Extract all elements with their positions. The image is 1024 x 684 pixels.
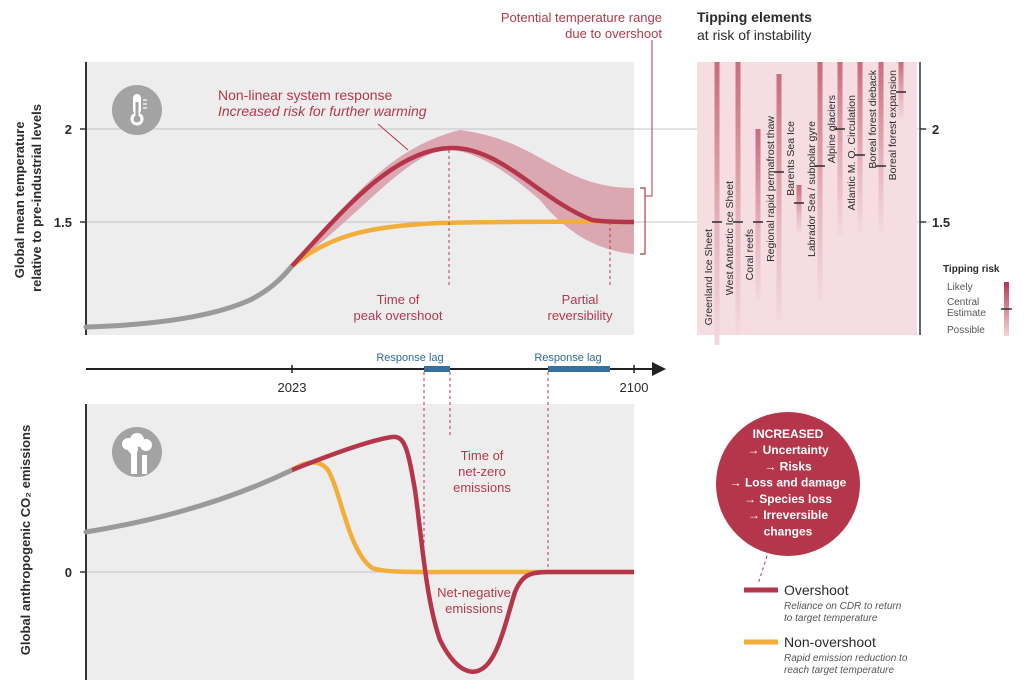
- time-label-2023: 2023: [278, 380, 307, 395]
- net-negative-label-line2: emissions: [445, 601, 503, 616]
- temperature-range-bracket: [640, 187, 646, 255]
- increased-circle-leader: [757, 555, 768, 585]
- peak-overshoot-label-line2: peak overshoot: [354, 308, 443, 323]
- tick-label-zero: 0: [65, 565, 72, 580]
- tipping-risk-title: Tipping risk: [943, 264, 1000, 275]
- tipping-risk-central-line1: Central: [947, 297, 979, 308]
- increased-item: → Uncertainty: [747, 443, 829, 457]
- increased-risks-circle: [716, 412, 860, 556]
- tipping-bar: [898, 62, 904, 120]
- net-zero-label-line3: emissions: [453, 480, 511, 495]
- tipping-element-label: Barents Sea Ice: [785, 121, 797, 196]
- tipping-bar: [714, 62, 720, 345]
- increased-item: changes: [764, 525, 813, 539]
- temperature-range-leader: [645, 40, 653, 197]
- tipping-risk-likely: Likely: [947, 282, 973, 293]
- tipping-bar: [796, 185, 802, 232]
- temperature-range-label-line1: Potential temperature range: [501, 10, 662, 25]
- time-axis-arrowhead: [652, 362, 666, 376]
- tipping-bar: [857, 62, 863, 232]
- temperature-range-label-line2: due to overshoot: [565, 26, 662, 41]
- tipping-tick-label-2: 2: [932, 122, 939, 137]
- increased-items: → Uncertainty → Risks → Loss and damage → S…: [730, 443, 847, 539]
- smokestack-icon: [112, 427, 162, 477]
- nonlinear-response-subtitle: Increased risk for further warming: [218, 103, 427, 119]
- tipping-element-label: Coral reefs: [744, 229, 756, 280]
- tipping-element-label: Atlantic M. O. Circulation: [846, 95, 858, 211]
- tipping-element-label: Boreal forest expansion: [887, 70, 899, 180]
- legend-non-overshoot-label: Non-overshoot: [784, 634, 876, 650]
- increased-item: → Loss and damage: [730, 476, 847, 490]
- tick-label-1-5: 1.5: [54, 215, 72, 230]
- legend-non-overshoot-note-line2: reach target temperature: [784, 665, 894, 676]
- historical-emissions-curve: [83, 467, 295, 535]
- tipping-element-label: Greenland Ice Sheet: [703, 229, 715, 325]
- tick-label-2: 2: [65, 122, 72, 137]
- tipping-element-label: Boreal forest dieback: [867, 69, 879, 168]
- peak-overshoot-label-line1: Time of: [377, 292, 420, 307]
- tipping-bar: [837, 62, 843, 236]
- nonlinear-response-leader: [377, 123, 409, 151]
- tipping-bar: [735, 62, 741, 335]
- overshoot-emissions-curve: [291, 434, 634, 674]
- tipping-element-label: Alpine glaciers: [826, 95, 838, 163]
- overshoot-temperature-curve: [290, 145, 635, 268]
- time-label-2100: 2100: [620, 380, 649, 395]
- partial-reversibility-label-line1: Partial: [562, 292, 599, 307]
- overshoot-range-band: [292, 130, 634, 266]
- response-lag-label-2: Response lag: [534, 352, 601, 364]
- temperature-axis-label: Global mean temperature relative to pre-…: [12, 104, 44, 292]
- legend-overshoot-note-line2: to target temperature: [784, 613, 878, 624]
- emissions-axis-label: Global anthropogenic CO₂ emissions: [18, 425, 33, 655]
- thermometer-icon: [112, 85, 162, 135]
- increased-title: INCREASED: [753, 427, 824, 441]
- historical-temperature-curve: [83, 263, 295, 330]
- response-lag-bar-1: [424, 366, 450, 372]
- partial-reversibility-label-line2: reversibility: [547, 308, 613, 323]
- tipping-bar: [878, 62, 884, 232]
- tipping-elements-subtitle: at risk of instability: [697, 27, 811, 43]
- emissions-panel-background: [86, 404, 634, 680]
- net-zero-label-line1: Time of: [461, 448, 504, 463]
- legend-overshoot-note-line1: Reliance on CDR to return: [784, 601, 902, 612]
- tipping-tick-label-1-5: 1.5: [932, 215, 950, 230]
- tipping-elements-title: Tipping elements: [697, 9, 812, 25]
- increased-item: → Irreversible: [748, 508, 828, 522]
- nonlinear-response-title: Non-linear system response: [218, 87, 393, 103]
- tipping-risk-central-line2: Estimate: [947, 308, 986, 319]
- legend-overshoot-label: Overshoot: [784, 582, 849, 598]
- non-overshoot-temperature-curve: [290, 219, 635, 268]
- legend-non-overshoot-note-line1: Rapid emission reduction to: [784, 653, 908, 664]
- increased-item: → Species loss: [744, 492, 832, 506]
- tipping-risk-possible: Possible: [947, 325, 985, 336]
- response-lag-label-1: Response lag: [376, 352, 443, 364]
- tipping-element-label: Regional rapid permafrost thaw: [765, 116, 777, 262]
- tipping-bar: [817, 62, 823, 300]
- tipping-bar: [776, 74, 782, 320]
- tipping-element-label: West Antarctic Ice Sheet: [724, 181, 736, 295]
- tipping-bar: [755, 129, 761, 300]
- net-zero-label-line2: net-zero: [458, 464, 506, 479]
- increased-item: → Risks: [764, 459, 812, 473]
- tipping-element-label: Labrador Sea / subpolar gyre: [806, 121, 818, 257]
- tipping-element-bars: Greenland Ice Sheet West Antarctic Ice Sh…: [703, 62, 906, 345]
- net-negative-label-line1: Net-negative: [437, 585, 511, 600]
- response-lag-bar-2: [548, 366, 610, 372]
